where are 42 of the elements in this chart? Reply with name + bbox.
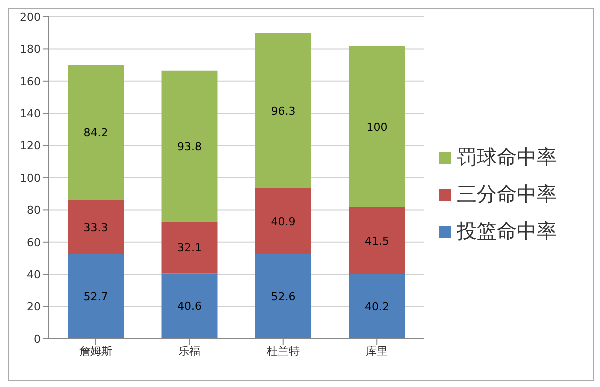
x-tick-label: 杜兰特 (266, 344, 300, 358)
y-tick-label: 160 (20, 75, 41, 88)
y-tick-label: 20 (27, 300, 41, 314)
bar (349, 274, 406, 339)
y-tick-label: 100 (20, 172, 41, 185)
legend-label: 投篮命中率 (457, 218, 557, 245)
bar (162, 222, 218, 274)
data-label: 84.2 (84, 126, 108, 140)
y-tick-label: 200 (20, 10, 41, 24)
data-label: 32.1 (178, 242, 202, 255)
data-label: 41.5 (365, 234, 390, 248)
y-tick-label: 60 (27, 236, 41, 250)
bar (349, 46, 406, 208)
legend-label: 三分命中率 (457, 181, 557, 208)
y-tick-label: 0 (34, 332, 41, 346)
bar (68, 64, 124, 201)
data-label: 33.3 (84, 221, 108, 234)
bar (162, 274, 218, 339)
bar (68, 200, 124, 254)
data-label: 52.6 (271, 290, 296, 304)
x-tick-label: 詹姆斯 (79, 344, 112, 358)
data-label: 40.2 (365, 300, 390, 314)
y-tick-label: 140 (20, 108, 41, 121)
bar (256, 188, 312, 254)
data-label: 100 (366, 120, 388, 134)
bar (68, 254, 124, 339)
data-label: 52.7 (84, 290, 108, 304)
legend-label: 罚球命中率 (457, 144, 557, 171)
bar (162, 70, 218, 222)
data-label: 40.6 (178, 300, 202, 314)
y-tick-label: 120 (20, 140, 41, 153)
data-label: 93.8 (178, 140, 202, 154)
y-tick-label: 40 (27, 268, 41, 282)
bar (349, 207, 406, 274)
x-tick-label: 库里 (366, 344, 388, 358)
y-tick-label: 180 (20, 43, 41, 56)
x-tick-label: 乐福 (178, 344, 201, 358)
bar (256, 254, 312, 339)
y-tick-label: 80 (27, 204, 41, 218)
data-label: 96.3 (271, 104, 296, 118)
data-label: 40.9 (271, 215, 296, 228)
bar (256, 33, 312, 188)
